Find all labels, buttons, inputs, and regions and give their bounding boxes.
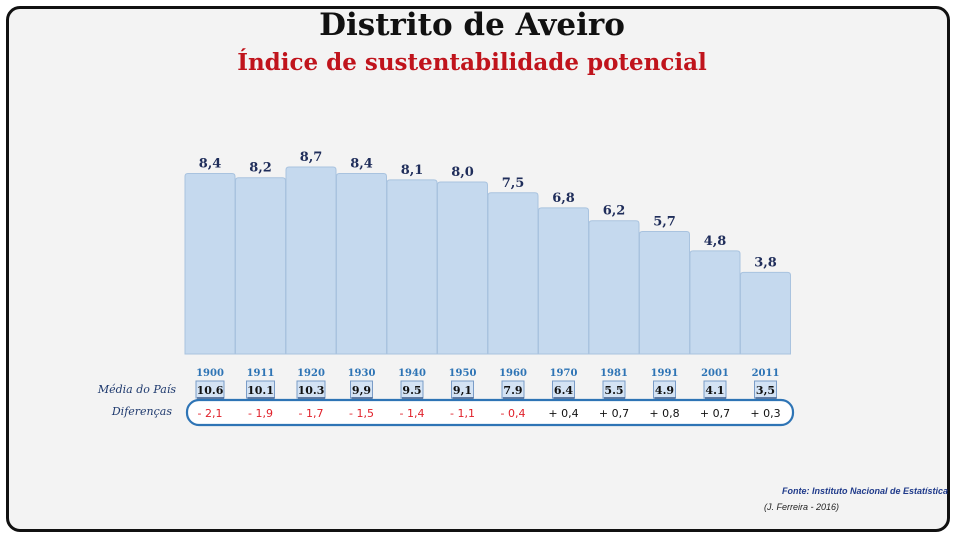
national-average-value: 9,9 [352, 384, 371, 397]
national-average-value: 10.6 [197, 384, 224, 397]
national-average-value: 4.1 [705, 384, 724, 397]
difference-value: - 1,5 [349, 407, 374, 420]
differences-pill [185, 398, 795, 427]
bar [487, 192, 539, 355]
bar-value-label: 6,8 [552, 191, 575, 206]
national-average-value: 5.5 [604, 384, 623, 397]
national-average-value: 10.3 [298, 384, 325, 397]
bar [235, 177, 286, 355]
bar-value-label: 5,7 [653, 214, 676, 229]
difference-value: + 0,7 [599, 407, 629, 420]
bar [184, 172, 236, 355]
difference-value: - 2,1 [198, 407, 223, 420]
bar [538, 207, 589, 355]
year-label: 1960 [499, 368, 527, 379]
bar-value-label: 6,2 [603, 204, 626, 219]
bar [639, 230, 690, 355]
bar [689, 250, 741, 355]
year-label: 1970 [550, 368, 578, 379]
source-note: Fonte: Instituto Nacional de Estatística [781, 486, 948, 496]
bar [285, 166, 337, 355]
credit-note: (J. Ferreira - 2016) [764, 502, 840, 512]
difference-value: - 1,4 [400, 407, 425, 420]
bar-value-label: 8,0 [451, 165, 474, 180]
chart-title: Distrito de Aveiro [319, 7, 625, 43]
national-average-value: 9.5 [402, 384, 421, 397]
national-average-value: 7.9 [503, 384, 522, 397]
national-average-value: 9,1 [453, 384, 472, 397]
difference-value: - 0,4 [501, 407, 526, 420]
difference-value: - 1,7 [299, 407, 324, 420]
national-average-row-label: Média do País [97, 383, 176, 396]
year-label: 1981 [600, 368, 628, 379]
year-label: 1991 [651, 368, 679, 379]
bar-value-label: 8,4 [199, 156, 222, 171]
year-label: 2011 [752, 368, 780, 379]
national-average-value: 6.4 [554, 384, 573, 397]
year-label: 1930 [348, 368, 376, 379]
bar-value-label: 7,5 [502, 176, 525, 191]
bar-value-label: 8,4 [350, 156, 373, 171]
differences-row-label: Diferenças [111, 405, 172, 418]
difference-value: + 0,7 [700, 407, 730, 420]
difference-value: + 0,4 [548, 407, 578, 420]
bar-value-label: 4,8 [704, 234, 727, 249]
national-average-value: 3,5 [756, 384, 775, 397]
bar [740, 271, 791, 355]
chart-subtitle: Índice de sustentabilidade potencial [237, 49, 707, 76]
difference-value: + 0,8 [649, 407, 679, 420]
difference-value: - 1,9 [248, 407, 273, 420]
bar-value-label: 8,1 [401, 163, 424, 178]
bar-value-label: 8,7 [300, 150, 323, 165]
year-label: 1940 [398, 368, 426, 379]
bar-value-label: 3,8 [754, 255, 777, 270]
year-label: 1920 [297, 368, 325, 379]
bar [386, 179, 438, 355]
bar [437, 181, 488, 355]
year-label: 1900 [196, 368, 224, 379]
year-label: 1950 [449, 368, 477, 379]
bar [336, 172, 387, 355]
difference-value: - 1,1 [450, 407, 475, 420]
bar [588, 220, 640, 355]
difference-value: + 0,3 [750, 407, 780, 420]
national-average-value: 10.1 [247, 384, 274, 397]
bar-value-label: 8,2 [249, 161, 272, 176]
national-average-value: 4.9 [655, 384, 674, 397]
year-label: 2001 [701, 368, 729, 379]
year-label: 1911 [247, 368, 275, 379]
